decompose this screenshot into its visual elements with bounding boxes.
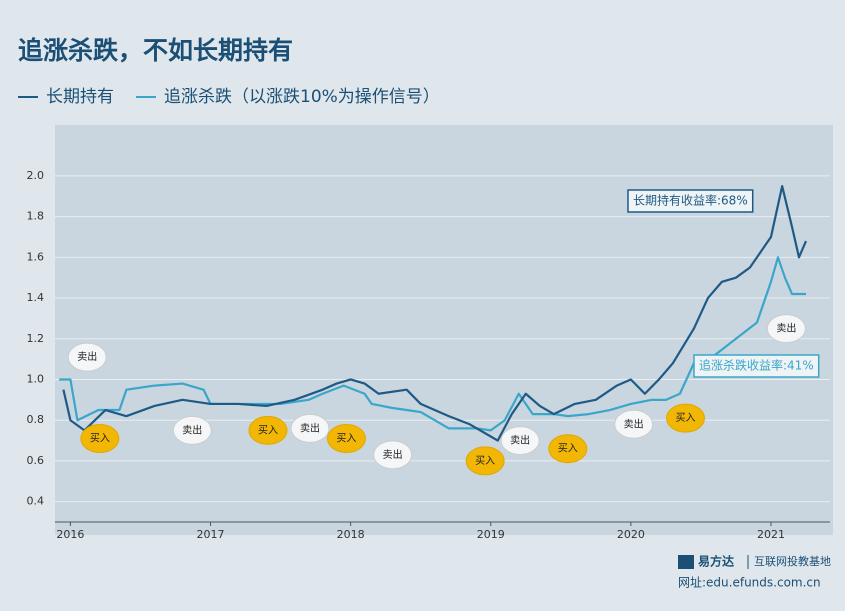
- y-tick-label: 1.2: [27, 332, 45, 345]
- trade-bubble: [80, 424, 120, 454]
- trade-label: 卖出: [510, 434, 530, 447]
- trade-bubble: [548, 434, 588, 464]
- trade-bubble: [500, 426, 540, 456]
- source-logo: [678, 555, 694, 569]
- x-tick-label: 2021: [757, 528, 785, 541]
- trade-bubble: [248, 415, 288, 445]
- callout-box: [693, 354, 820, 378]
- trade-label: 买入: [675, 412, 695, 424]
- trade-label: 卖出: [383, 448, 403, 461]
- trade-label: 买入: [336, 433, 356, 445]
- trade-bubble: [766, 314, 806, 344]
- callout-text: 长期持有收益率:68%: [633, 193, 748, 208]
- y-tick-label: 1.8: [27, 210, 45, 223]
- trade-label: 买入: [475, 455, 495, 467]
- y-tick-label: 2.0: [27, 169, 45, 182]
- callout-text: 追涨杀跌收益率:41%: [699, 358, 814, 373]
- source-name: 互联网投教基地: [754, 554, 831, 568]
- trade-bubble: [290, 413, 330, 443]
- trade-bubble: [373, 440, 413, 470]
- trade-label: 买入: [90, 433, 110, 445]
- legend-label: 追涨杀跌（以涨跌10%为操作信号）: [164, 87, 440, 107]
- trade-label: 卖出: [776, 322, 796, 335]
- trade-label: 卖出: [77, 350, 97, 363]
- trade-bubble: [67, 342, 107, 372]
- x-tick-label: 2016: [56, 528, 84, 541]
- trade-bubble: [465, 446, 505, 476]
- series-line: [62, 184, 807, 442]
- legend-label: 长期持有: [46, 87, 114, 107]
- y-tick-label: 0.8: [27, 413, 45, 426]
- x-tick-label: 2018: [337, 528, 365, 541]
- x-tick-label: 2017: [197, 528, 225, 541]
- trade-label: 卖出: [182, 423, 202, 436]
- y-tick-label: 1.0: [27, 372, 45, 385]
- trade-label: 买入: [258, 424, 278, 436]
- source-brand: 易方达: [698, 554, 734, 569]
- plot-area: [55, 125, 833, 535]
- trade-bubble: [172, 415, 212, 445]
- trade-bubble: [665, 403, 705, 433]
- y-tick-label: 1.4: [27, 291, 45, 304]
- trade-bubble: [614, 409, 654, 439]
- trade-bubble: [326, 424, 366, 454]
- trade-label: 卖出: [300, 421, 320, 434]
- callout-box: [627, 189, 754, 213]
- source-url: 网址:edu.efunds.com.cn: [678, 576, 821, 590]
- chart-title: 追涨杀跌，不如长期持有: [18, 36, 293, 65]
- trade-label: 买入: [558, 443, 578, 455]
- trade-label: 卖出: [624, 417, 644, 430]
- x-tick-label: 2020: [617, 528, 645, 541]
- y-tick-label: 0.6: [27, 454, 45, 467]
- y-tick-label: 0.4: [27, 495, 45, 508]
- y-tick-label: 1.6: [27, 250, 45, 263]
- x-tick-label: 2019: [477, 528, 505, 541]
